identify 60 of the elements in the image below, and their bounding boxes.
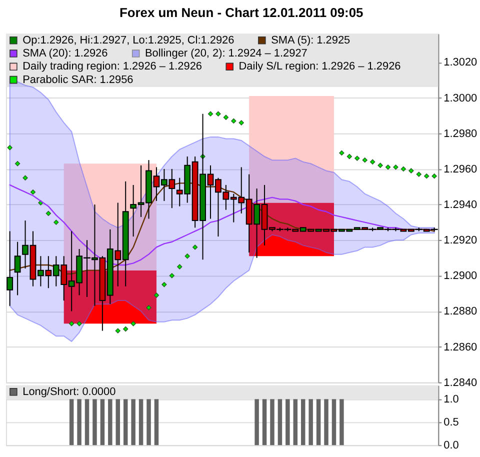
- y-tick-label: 1.2860: [444, 341, 478, 354]
- point: [177, 264, 182, 270]
- candlestick: [6, 230, 14, 306]
- point: [30, 190, 36, 195]
- point: [432, 173, 437, 179]
- point: [162, 282, 167, 288]
- legend-label: Daily trading region: 1.2926 – 1.2926: [22, 60, 202, 73]
- point: [46, 210, 51, 216]
- point: [393, 164, 398, 170]
- point: [400, 166, 406, 172]
- point: [378, 162, 383, 168]
- y-tick-label: 1.3000: [444, 92, 478, 104]
- point: [208, 111, 214, 116]
- point: [238, 120, 244, 126]
- point: [76, 321, 82, 326]
- chart-title: Forex um Neun - Chart 12.01.2011 09:05: [119, 4, 364, 20]
- y-tick-label: 1.2900: [444, 270, 478, 282]
- point: [54, 220, 59, 225]
- y-tick-label: 1.2840: [444, 376, 478, 389]
- point: [169, 273, 174, 278]
- y-tick-label: 0.5: [444, 416, 459, 429]
- y-tick-label: 1.2880: [444, 306, 478, 318]
- point: [184, 254, 190, 259]
- point: [7, 145, 12, 150]
- legend-label: Bollinger (20, 2): 1.2924 – 1.2927: [145, 48, 308, 60]
- legend-label: Parabolic SAR: 1.2956: [22, 74, 134, 86]
- legend-label: Op:1.2926, Hi:1.2927, Lo:1.2925, Cl:1.2926: [22, 34, 234, 46]
- y-tick-label: 1.3020: [444, 56, 478, 69]
- point: [130, 321, 136, 326]
- y-tick-label: 1.2940: [444, 199, 478, 212]
- point: [424, 173, 430, 179]
- legend-label: SMA (20): 1.2926: [22, 48, 108, 60]
- y-tick-label: 1.2960: [444, 163, 478, 176]
- y-tick-label: 0.0: [444, 440, 459, 452]
- point: [408, 168, 414, 174]
- candlestick: [14, 241, 21, 296]
- point: [146, 305, 152, 310]
- point: [22, 175, 28, 180]
- point: [231, 118, 236, 124]
- point: [370, 159, 376, 164]
- point: [223, 114, 229, 120]
- y-tick-label: 1.2920: [444, 234, 478, 247]
- point: [192, 244, 198, 250]
- point: [14, 161, 20, 166]
- point: [385, 164, 391, 170]
- legend-label: Daily S/L region: 1.2926 – 1.2926: [238, 60, 401, 73]
- legend-label: Long/Short: 0.0000: [22, 386, 116, 398]
- point: [115, 328, 120, 334]
- y-tick-label: 1.0: [444, 394, 459, 406]
- point: [339, 150, 344, 156]
- point: [346, 154, 352, 160]
- point: [216, 111, 221, 116]
- point: [354, 156, 360, 161]
- y-tick-label: 1.2980: [444, 128, 478, 140]
- point: [69, 321, 74, 326]
- point: [123, 326, 128, 332]
- point: [362, 157, 368, 163]
- legend-label: SMA (5): 1.2925: [271, 34, 350, 46]
- point: [416, 172, 422, 177]
- point: [154, 292, 160, 298]
